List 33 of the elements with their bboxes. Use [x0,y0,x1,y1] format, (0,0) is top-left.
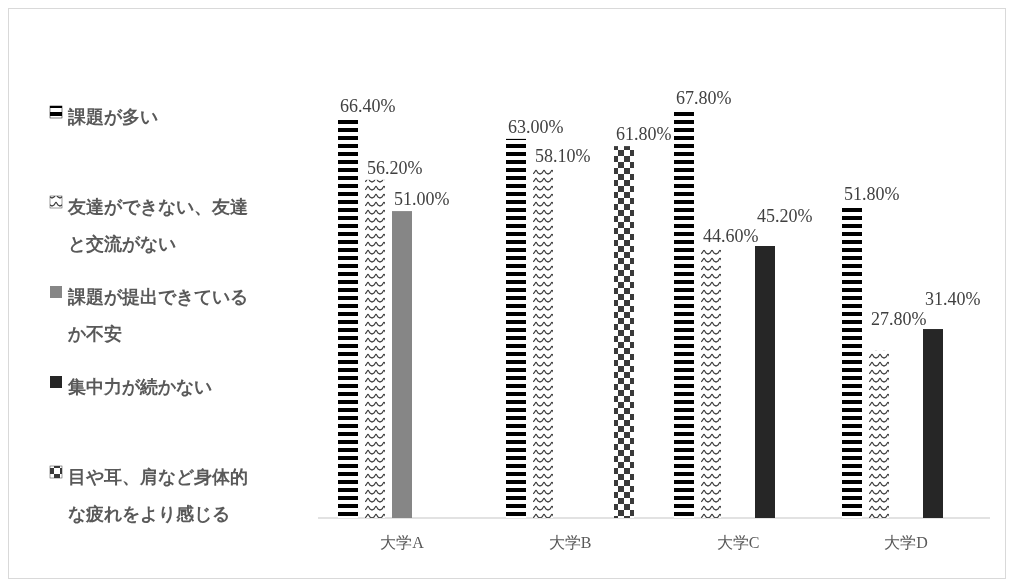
x-tick-label: 大学D [884,534,928,551]
data-label: 66.40% [340,96,396,117]
data-label: 51.80% [844,184,900,205]
data-label: 61.80% [616,124,672,145]
data-label: 67.80% [676,88,732,108]
bar [392,211,412,518]
data-label: 27.80% [871,308,927,329]
bar [701,249,721,518]
bar [614,146,634,518]
bar [365,179,385,518]
data-label: 56.20% [367,157,423,178]
data-label: 63.00% [508,116,564,137]
bar [674,110,694,518]
legend-label: 友達ができない、友達と交流がない [67,196,248,254]
bar [533,168,553,518]
legend-label: 課題が提出できているか不安 [67,286,248,344]
bar [923,329,943,518]
x-tick-label: 大学A [380,534,425,551]
data-label: 44.60% [703,225,759,246]
x-tick-label: 大学C [716,534,760,551]
bar [506,138,526,518]
x-tick-label: 大学B [548,534,592,551]
data-label: 58.10% [535,146,591,167]
bar [338,118,358,518]
data-label: 45.20% [757,206,813,226]
bar [755,246,775,518]
bar [842,206,862,518]
legend-label: 目や耳、肩など身体的な疲れをより感じる [68,466,248,524]
legend-label: 課題が多い [67,106,158,127]
bar [869,350,889,518]
data-label: 31.40% [925,289,981,310]
data-label: 51.00% [394,189,450,210]
legend-label: 集中力が続かない [67,376,212,397]
